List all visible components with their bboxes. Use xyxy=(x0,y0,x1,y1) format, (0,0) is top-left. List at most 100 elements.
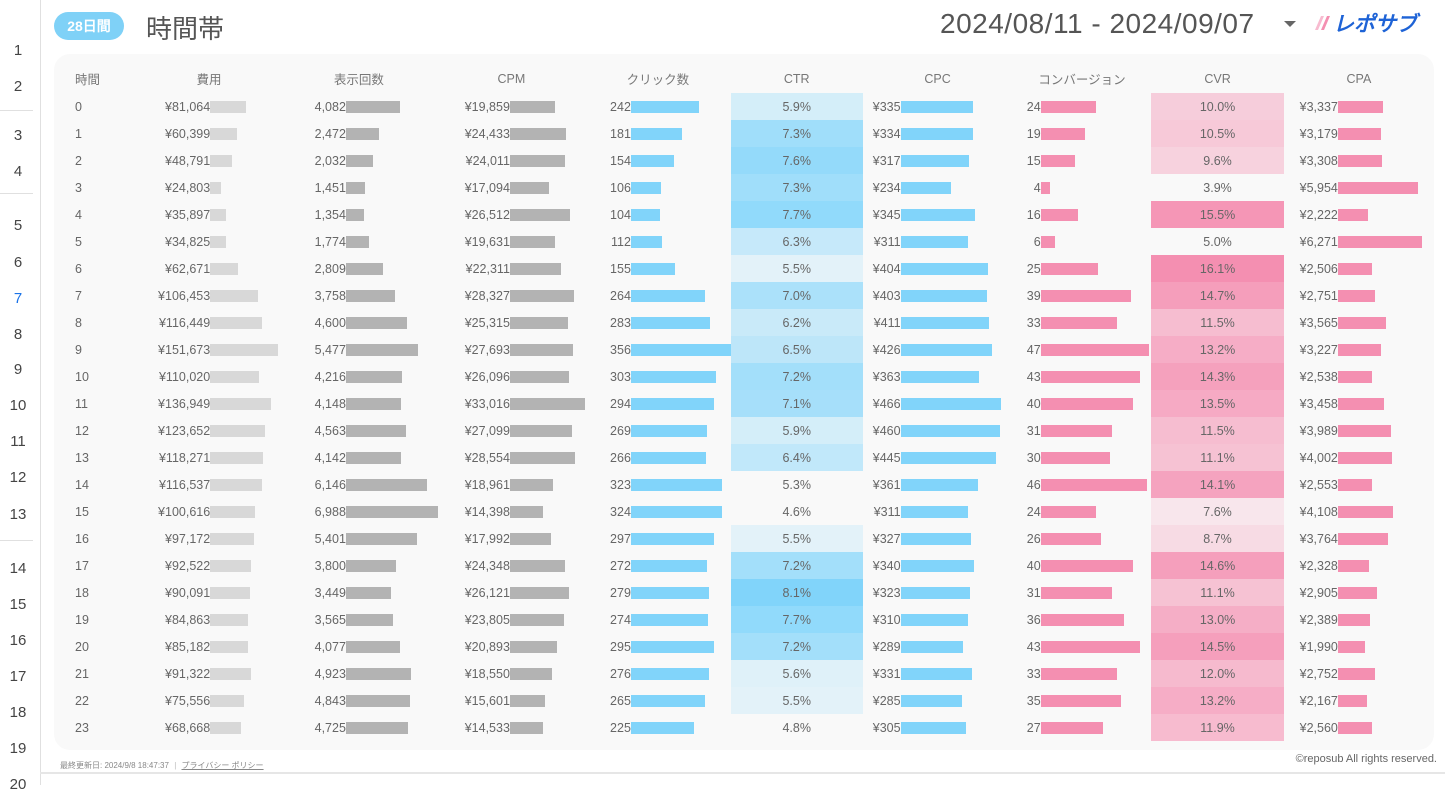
cell-cpc: ¥334 xyxy=(863,120,1013,147)
date-range-selector[interactable]: 2024/08/11 - 2024/09/07 xyxy=(940,8,1255,39)
row-number[interactable]: 4 xyxy=(13,163,23,180)
cpm-bar xyxy=(509,586,569,599)
cv-value: 31 xyxy=(1026,423,1041,438)
cell-cvr: 11.1% xyxy=(1151,579,1284,606)
clicks-value: 295 xyxy=(610,639,631,654)
cell-imp: 6,988 xyxy=(280,498,438,525)
cell-imp: 4,725 xyxy=(280,714,438,741)
column-header-cvr[interactable]: CVR xyxy=(1204,71,1231,86)
hour-label: 11 xyxy=(75,396,88,411)
cpm-value: ¥25,315 xyxy=(464,315,510,330)
ctr-value: 7.2% xyxy=(782,369,811,384)
hourly-report-card: 時間 費用 表示回数 CPM クリック数 CTR CPC コンバージョン CVR CPA 0 ¥81… xyxy=(54,54,1434,750)
imp-bar xyxy=(345,343,418,356)
row-number[interactable]: 7 xyxy=(0,284,36,314)
column-header-ctr[interactable]: CTR xyxy=(783,71,810,86)
cpc-bar xyxy=(900,181,951,194)
row-number[interactable]: 14 xyxy=(9,560,27,577)
cpc-value: ¥403 xyxy=(872,288,901,303)
cpa-bar xyxy=(1337,532,1388,545)
clicks-bar xyxy=(630,532,714,545)
column-header-cpa[interactable]: CPA xyxy=(1346,71,1372,86)
cv-value: 36 xyxy=(1026,612,1041,627)
row-number[interactable]: 9 xyxy=(13,361,23,378)
row-number[interactable]: 18 xyxy=(9,704,27,721)
imp-bar xyxy=(345,640,400,653)
cell-cpa: ¥3,179 xyxy=(1284,120,1434,147)
ctr-value: 5.6% xyxy=(782,666,811,681)
row-number[interactable]: 17 xyxy=(9,668,27,685)
row-number[interactable]: 12 xyxy=(9,469,27,486)
cell-cpa: ¥2,751 xyxy=(1284,282,1434,309)
column-header-clicks[interactable]: クリック数 xyxy=(626,73,690,87)
row-number[interactable]: 8 xyxy=(13,326,23,343)
footer-left: 最終更新日: 2024/9/8 18:47:37 | プライバシー ポリシー xyxy=(60,760,264,771)
cell-cost: ¥68,668 xyxy=(138,714,280,741)
row-number[interactable]: 3 xyxy=(13,127,23,144)
cell-cpa: ¥2,389 xyxy=(1284,606,1434,633)
cost-bar xyxy=(210,235,227,248)
row-number[interactable]: 16 xyxy=(9,632,27,649)
cell-clicks: 356 xyxy=(585,336,731,363)
clicks-bar xyxy=(630,397,714,410)
column-header-hour[interactable]: 時間 xyxy=(75,73,101,87)
imp-bar xyxy=(345,316,407,329)
cv-bar xyxy=(1040,613,1124,626)
cell-cv: 16 xyxy=(1013,201,1152,228)
row-number[interactable]: 2 xyxy=(13,78,23,95)
cell-cost: ¥91,322 xyxy=(138,660,280,687)
cell-cvr: 14.7% xyxy=(1151,282,1284,309)
hour-label: 9 xyxy=(75,342,82,357)
column-header-imp[interactable]: 表示回数 xyxy=(333,73,384,87)
cpa-bar xyxy=(1337,451,1392,464)
column-header-cpc[interactable]: CPC xyxy=(924,71,951,86)
imp-bar xyxy=(345,532,417,545)
cv-value: 24 xyxy=(1026,504,1041,519)
cpm-bar xyxy=(509,262,561,275)
row-number[interactable]: 11 xyxy=(10,433,26,450)
cpm-bar xyxy=(509,613,564,626)
imp-bar xyxy=(345,397,401,410)
row-number[interactable]: 10 xyxy=(9,397,27,414)
cpm-bar xyxy=(509,667,552,680)
row-number[interactable]: 13 xyxy=(9,506,27,523)
hour-label: 23 xyxy=(75,720,89,735)
row-number[interactable]: 19 xyxy=(9,740,27,757)
cpa-value: ¥3,337 xyxy=(1299,99,1338,114)
cost-value: ¥118,271 xyxy=(158,450,211,465)
cell-cvr: 14.6% xyxy=(1151,552,1284,579)
row-number[interactable]: 5 xyxy=(13,217,23,234)
cpa-bar xyxy=(1337,154,1382,167)
row-number[interactable]: 1 xyxy=(13,42,23,59)
caret-down-icon[interactable] xyxy=(1284,21,1296,27)
cpc-value: ¥311 xyxy=(873,504,901,519)
column-header-cv[interactable]: コンバージョン xyxy=(1038,73,1126,87)
cpc-value: ¥317 xyxy=(872,153,901,168)
cell-cpm: ¥25,315 xyxy=(438,309,585,336)
cv-bar xyxy=(1040,667,1117,680)
cvr-value: 7.6% xyxy=(1203,504,1232,519)
column-header-cpm[interactable]: CPM xyxy=(497,71,526,86)
cpc-bar xyxy=(900,100,973,113)
row-number[interactable]: 15 xyxy=(9,596,27,613)
imp-value: 4,600 xyxy=(314,315,346,330)
cell-imp: 5,477 xyxy=(280,336,438,363)
privacy-policy-link[interactable]: プライバシー ポリシー xyxy=(181,761,264,770)
hour-label: 22 xyxy=(75,693,89,708)
column-header-cost[interactable]: 費用 xyxy=(196,73,222,87)
cell-ctr: 7.3% xyxy=(730,120,863,147)
cpm-value: ¥24,348 xyxy=(464,558,510,573)
cell-cpm: ¥18,550 xyxy=(438,660,585,687)
row-number[interactable]: 20 xyxy=(9,776,27,793)
row-number[interactable]: 6 xyxy=(13,254,23,271)
cell-clicks: 279 xyxy=(585,579,731,606)
clicks-value: 356 xyxy=(610,342,631,357)
cost-value: ¥136,949 xyxy=(158,396,211,411)
cost-bar xyxy=(210,127,238,140)
cell-cpm: ¥26,096 xyxy=(438,363,585,390)
cell-cpa: ¥1,990 xyxy=(1284,633,1434,660)
cell-cpc: ¥345 xyxy=(863,201,1013,228)
table-row: 3 ¥24,803 1,451 ¥17,094 106 7.3% ¥234 4 3.9% ¥5,9… xyxy=(64,174,1434,201)
cost-bar xyxy=(210,100,247,113)
cv-value: 31 xyxy=(1026,585,1041,600)
